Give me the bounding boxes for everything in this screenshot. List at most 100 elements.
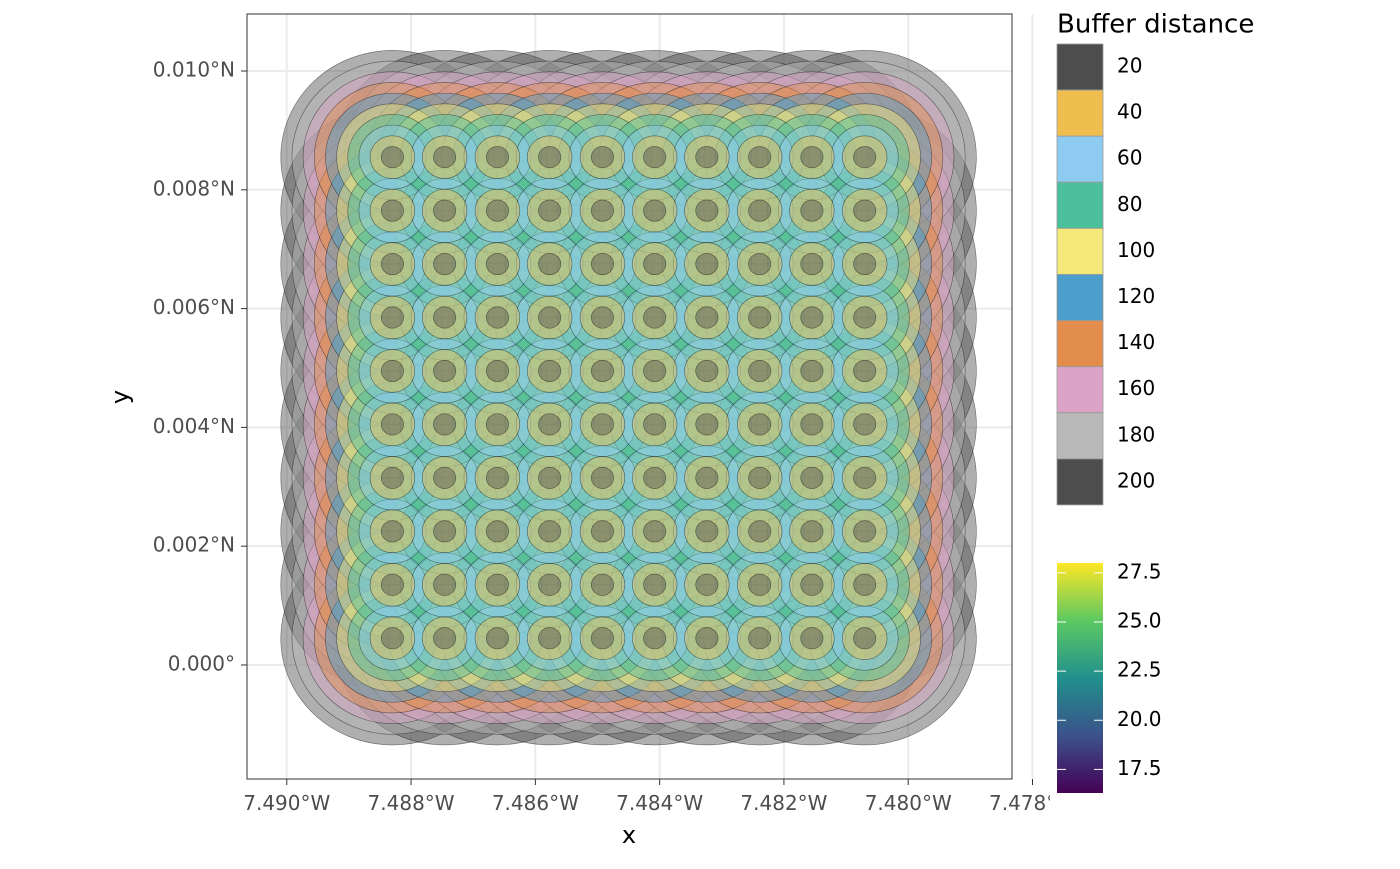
buffer-circle — [789, 295, 835, 340]
buffer-circle — [527, 295, 573, 340]
axes: 0.000° 0.002°N 0.004°N 0.006°N 0.008°N 0.010°… — [153, 58, 1034, 785]
buffer-circle — [538, 146, 562, 169]
buffer-circle — [695, 520, 719, 543]
y-tick-label: 0.010°N — [153, 58, 235, 82]
buffer-circle — [421, 616, 468, 660]
buffer-circle — [380, 253, 404, 276]
buffer-circle — [591, 466, 614, 489]
buffer-circle — [643, 306, 667, 329]
buffer-circle — [695, 359, 719, 382]
buffer-circle — [421, 456, 468, 500]
buffer-circle — [369, 242, 416, 286]
colorbar-label: 27.5 — [1117, 559, 1162, 583]
buffer-circle — [800, 520, 824, 543]
buffer-circle — [853, 306, 877, 329]
buffer-circle — [684, 456, 730, 500]
x-tick-label: 7.480°W — [865, 791, 952, 815]
buffer-circle — [538, 359, 562, 382]
buffer-circle — [474, 135, 521, 179]
legend-key — [1056, 274, 1104, 321]
buffer-circle — [421, 295, 468, 340]
buffer-circle — [748, 627, 772, 650]
buffer-circle — [842, 563, 888, 607]
legend-label: 200 — [1117, 468, 1155, 492]
buffer-circle — [800, 146, 824, 169]
buffer-circle — [579, 135, 626, 179]
buffer-circle — [748, 359, 772, 382]
buffer-circle — [380, 627, 404, 650]
buffer-circle — [336, 103, 449, 211]
buffer-circle — [842, 616, 888, 660]
buffer-circle — [695, 253, 719, 276]
panel-border — [246, 13, 1013, 780]
buffer-circle — [684, 616, 730, 660]
buffer-circle — [579, 563, 626, 607]
buffer-circle — [474, 509, 521, 553]
x-tick-label: 7.478°W — [989, 791, 1076, 815]
buffer-circle — [485, 413, 509, 436]
buffer-circle — [737, 295, 783, 340]
buffer-circle — [748, 306, 772, 329]
buffer-circle — [684, 188, 730, 233]
buffer-circle — [703, 103, 816, 211]
buffer-circle — [579, 295, 626, 340]
buffer-circle — [485, 306, 509, 329]
buffer-circle — [485, 253, 509, 276]
legend-key — [1056, 320, 1104, 368]
buffer-circle — [800, 199, 824, 222]
buffer-circle — [579, 616, 626, 660]
buffer-circle — [369, 509, 416, 553]
legend-key — [1056, 89, 1104, 137]
buffer-circle — [695, 466, 719, 489]
buffer-circle — [842, 188, 888, 233]
buffer-circle — [643, 466, 667, 489]
buffer-circle — [433, 306, 457, 329]
buffer-circle — [433, 359, 457, 382]
buffer-circle — [380, 146, 404, 169]
buffer-circle — [632, 616, 678, 660]
buffer-circle — [527, 456, 573, 500]
buffer-circle — [538, 253, 562, 276]
buffer-circle — [737, 456, 783, 500]
buffer-circle — [632, 242, 678, 286]
buffer-circle — [632, 135, 678, 179]
buffer-circle — [591, 520, 614, 543]
buffer-circle — [748, 466, 772, 489]
y-tick-label: 0.002°N — [153, 533, 235, 557]
buffer-circle — [538, 199, 562, 222]
buffer-circle — [800, 359, 824, 382]
buffer-circle — [474, 616, 521, 660]
y-tick-label: 0.004°N — [153, 414, 235, 438]
buffer-circle — [527, 402, 573, 447]
buffer-circle — [591, 199, 614, 222]
legend-key — [1056, 412, 1104, 460]
buffer-circle — [737, 402, 783, 447]
buffer-circle — [538, 466, 562, 489]
legend-label: 140 — [1117, 330, 1155, 354]
buffer-circle — [853, 520, 877, 543]
buffer-circle — [579, 509, 626, 553]
buffer-circle — [546, 103, 659, 211]
buffer-circle — [737, 188, 783, 233]
legend-key — [1056, 181, 1104, 229]
x-axis-title: x — [622, 821, 636, 849]
buffer-circle — [853, 199, 877, 222]
y-tick-label: 0.008°N — [153, 176, 235, 200]
colorbar-label: 20.0 — [1117, 707, 1162, 731]
buffer-circle — [842, 135, 888, 179]
buffer-circle — [789, 456, 835, 500]
buffer-circle — [808, 103, 921, 211]
buffer-circle — [643, 253, 667, 276]
legend-label: 100 — [1117, 238, 1155, 262]
buffer-circle — [853, 359, 877, 382]
buffer-circle — [485, 199, 509, 222]
buffer-circle — [789, 242, 835, 286]
buffer-circle — [800, 573, 824, 596]
legend-key — [1056, 366, 1104, 414]
buffer-circle — [643, 146, 667, 169]
legend-label: 80 — [1117, 192, 1142, 216]
buffer-circle — [632, 349, 678, 393]
buffer-circle — [380, 466, 404, 489]
buffer-circle — [538, 573, 562, 596]
buffer-circle — [474, 188, 521, 233]
